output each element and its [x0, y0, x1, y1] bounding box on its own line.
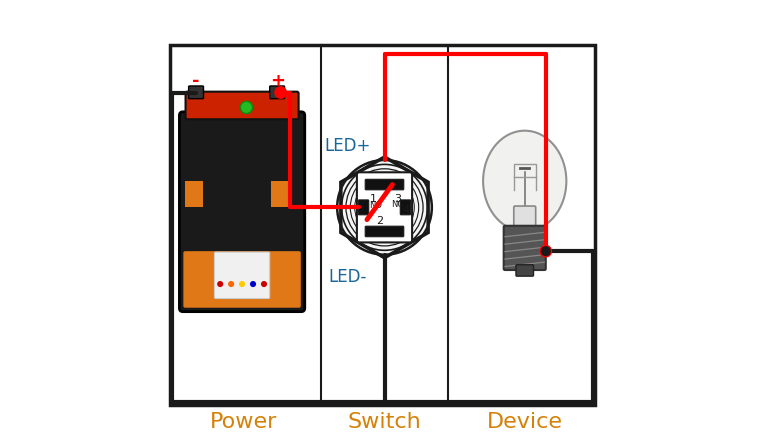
Circle shape: [217, 281, 223, 287]
Circle shape: [261, 281, 267, 287]
Text: Power: Power: [210, 412, 277, 432]
Bar: [185, 181, 203, 207]
FancyBboxPatch shape: [358, 200, 368, 215]
Circle shape: [228, 281, 235, 287]
FancyBboxPatch shape: [270, 86, 285, 99]
Bar: [271, 181, 288, 207]
FancyBboxPatch shape: [365, 179, 404, 190]
FancyBboxPatch shape: [365, 226, 404, 237]
Circle shape: [250, 281, 256, 287]
Text: -: -: [192, 72, 200, 90]
Text: NO: NO: [369, 201, 382, 209]
Circle shape: [541, 247, 550, 255]
Text: Switch: Switch: [348, 412, 421, 432]
Text: +: +: [270, 72, 285, 90]
Text: LED-: LED-: [328, 268, 367, 286]
Circle shape: [241, 101, 252, 114]
FancyBboxPatch shape: [516, 265, 534, 276]
Bar: [170, 45, 595, 404]
Text: LED+: LED+: [324, 137, 371, 155]
FancyBboxPatch shape: [183, 251, 301, 308]
Polygon shape: [341, 157, 428, 258]
FancyBboxPatch shape: [179, 112, 305, 312]
FancyBboxPatch shape: [215, 252, 270, 299]
FancyBboxPatch shape: [188, 86, 204, 99]
Text: 2: 2: [376, 216, 383, 225]
FancyBboxPatch shape: [401, 200, 411, 215]
Text: NC: NC: [391, 200, 404, 209]
Circle shape: [239, 281, 245, 287]
FancyBboxPatch shape: [185, 92, 298, 119]
FancyBboxPatch shape: [357, 172, 412, 243]
Circle shape: [540, 246, 551, 257]
Text: 1: 1: [370, 194, 377, 204]
Ellipse shape: [483, 131, 566, 232]
Text: 3: 3: [394, 194, 401, 204]
FancyBboxPatch shape: [514, 206, 536, 228]
Text: 4: 4: [402, 205, 409, 214]
Circle shape: [275, 87, 286, 98]
FancyBboxPatch shape: [504, 226, 546, 270]
Text: Device: Device: [487, 412, 563, 432]
